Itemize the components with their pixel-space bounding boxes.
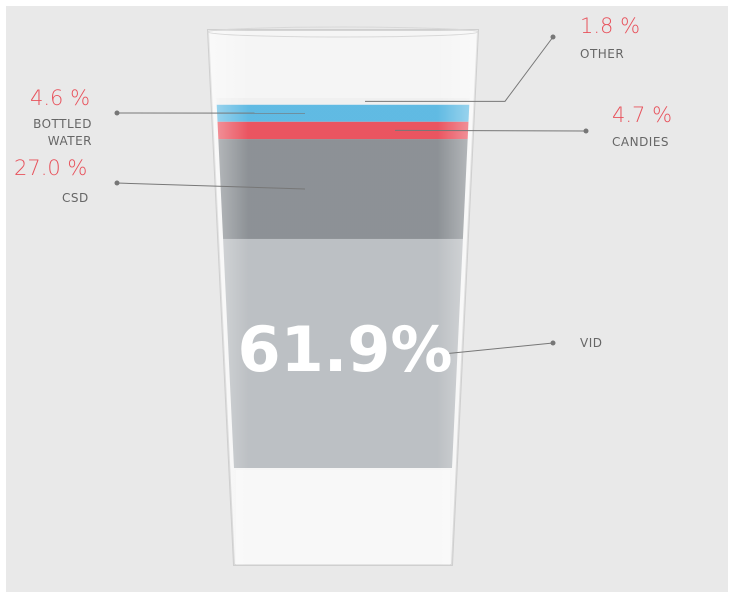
- value-label: 27.0 %: [14, 156, 88, 180]
- category-label: CSD: [62, 191, 89, 205]
- leader-dot: [583, 128, 589, 134]
- glass-shine: [208, 30, 478, 565]
- leader-line: [447, 342, 554, 354]
- category-label: BOTTLED WATER: [33, 117, 92, 148]
- leader-dot: [550, 340, 556, 346]
- category-label: OTHER: [580, 47, 625, 61]
- value-label: 4.7 %: [612, 103, 673, 127]
- value-label: 1.8 %: [580, 14, 641, 38]
- leader-dot: [114, 110, 120, 116]
- leader-line: [394, 129, 587, 132]
- glass-rim: [207, 26, 479, 38]
- value-label: 4.6 %: [30, 86, 91, 110]
- leader-line: [116, 182, 306, 190]
- glass-base: [236, 470, 450, 565]
- category-label: CANDIES: [612, 135, 670, 149]
- leader-dot: [550, 34, 556, 40]
- value-label: 61.9%: [237, 313, 453, 387]
- leader-line: [365, 36, 554, 102]
- leader-dot: [114, 180, 120, 186]
- category-label: VID: [580, 336, 603, 350]
